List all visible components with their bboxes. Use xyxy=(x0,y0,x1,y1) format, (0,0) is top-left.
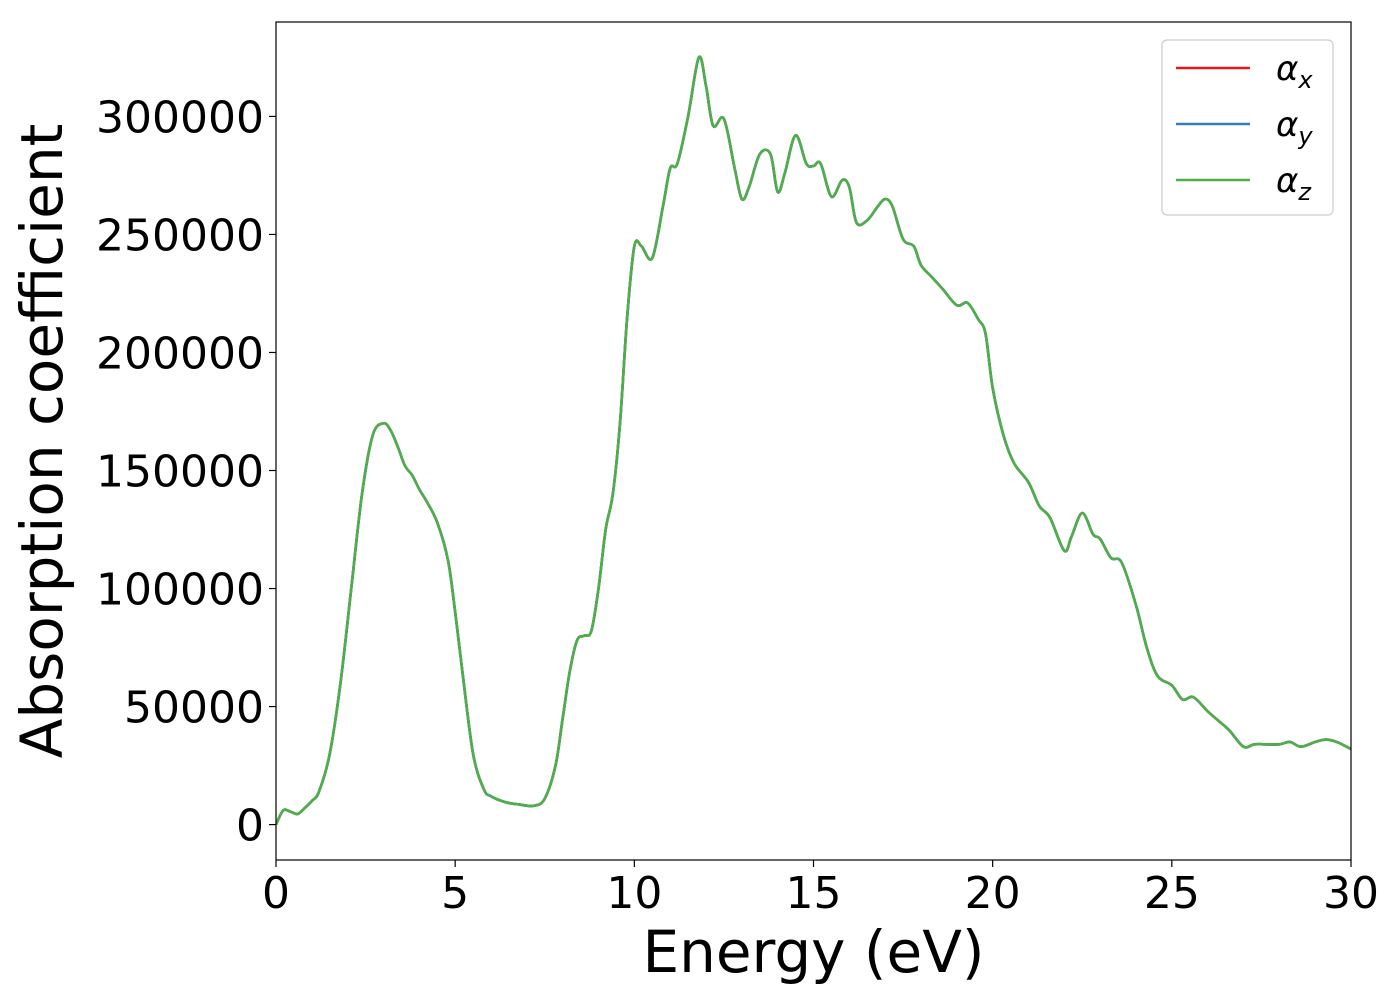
y-tick-label: 250000 xyxy=(96,210,264,261)
x-axis-title: Energy (eV) xyxy=(642,918,984,986)
y-tick-label: 200000 xyxy=(96,328,264,379)
series-line-z xyxy=(276,55,1351,826)
y-axis: 0 50000 100000 150000 200000 250000 300000 xyxy=(96,92,276,852)
legend: αx αy αz xyxy=(1161,39,1334,216)
y-tick-label: 0 xyxy=(236,801,264,852)
x-tick-label: 25 xyxy=(1144,868,1200,919)
legend-label: αz xyxy=(1276,161,1312,206)
legend-item-y: αy xyxy=(1176,105,1313,150)
x-axis: 0 5 10 15 20 25 30 xyxy=(262,860,1379,919)
y-tick-label: 50000 xyxy=(124,683,264,734)
x-tick-label: 20 xyxy=(965,868,1021,919)
y-tick-label: 150000 xyxy=(96,447,264,498)
y-tick-label: 100000 xyxy=(96,565,264,616)
x-tick-label: 5 xyxy=(441,868,469,919)
y-axis-title: Absorption coefficient xyxy=(8,124,76,759)
legend-label: αy xyxy=(1276,105,1313,150)
legend-item-x: αx xyxy=(1176,49,1313,94)
series-layer xyxy=(276,55,1351,826)
x-tick-label: 0 xyxy=(262,868,290,919)
x-tick-label: 15 xyxy=(786,868,842,919)
x-tick-label: 10 xyxy=(606,868,662,919)
legend-label: αx xyxy=(1276,49,1313,94)
x-tick-label: 30 xyxy=(1323,868,1379,919)
y-tick-label: 300000 xyxy=(96,92,264,143)
legend-box xyxy=(1161,39,1334,216)
legend-item-z: αz xyxy=(1176,161,1312,206)
